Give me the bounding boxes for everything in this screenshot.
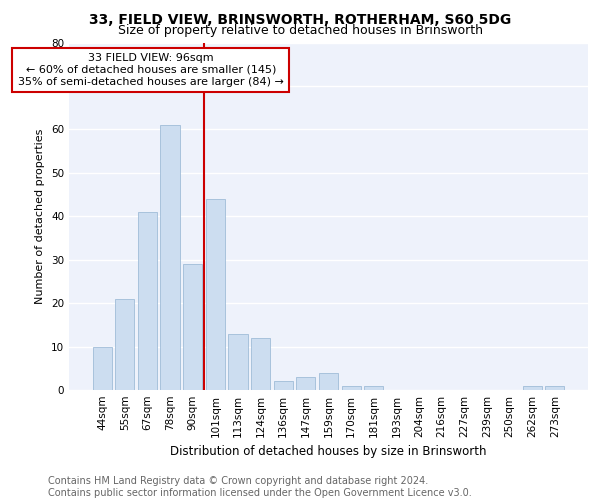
Bar <box>319 372 338 390</box>
Text: 33 FIELD VIEW: 96sqm
← 60% of detached houses are smaller (145)
35% of semi-deta: 33 FIELD VIEW: 96sqm ← 60% of detached h… <box>18 54 284 86</box>
Bar <box>251 338 270 390</box>
Bar <box>206 199 225 390</box>
Bar <box>138 212 157 390</box>
Text: Contains HM Land Registry data © Crown copyright and database right 2024.
Contai: Contains HM Land Registry data © Crown c… <box>48 476 472 498</box>
Y-axis label: Number of detached properties: Number of detached properties <box>35 128 46 304</box>
Bar <box>229 334 248 390</box>
Bar <box>274 382 293 390</box>
Bar <box>364 386 383 390</box>
Text: 33, FIELD VIEW, BRINSWORTH, ROTHERHAM, S60 5DG: 33, FIELD VIEW, BRINSWORTH, ROTHERHAM, S… <box>89 12 511 26</box>
Bar <box>115 299 134 390</box>
Text: Size of property relative to detached houses in Brinsworth: Size of property relative to detached ho… <box>118 24 482 37</box>
Bar <box>523 386 542 390</box>
Bar <box>160 125 180 390</box>
X-axis label: Distribution of detached houses by size in Brinsworth: Distribution of detached houses by size … <box>170 446 487 458</box>
Bar <box>92 346 112 390</box>
Bar <box>183 264 202 390</box>
Bar <box>296 377 316 390</box>
Bar <box>341 386 361 390</box>
Bar <box>545 386 565 390</box>
